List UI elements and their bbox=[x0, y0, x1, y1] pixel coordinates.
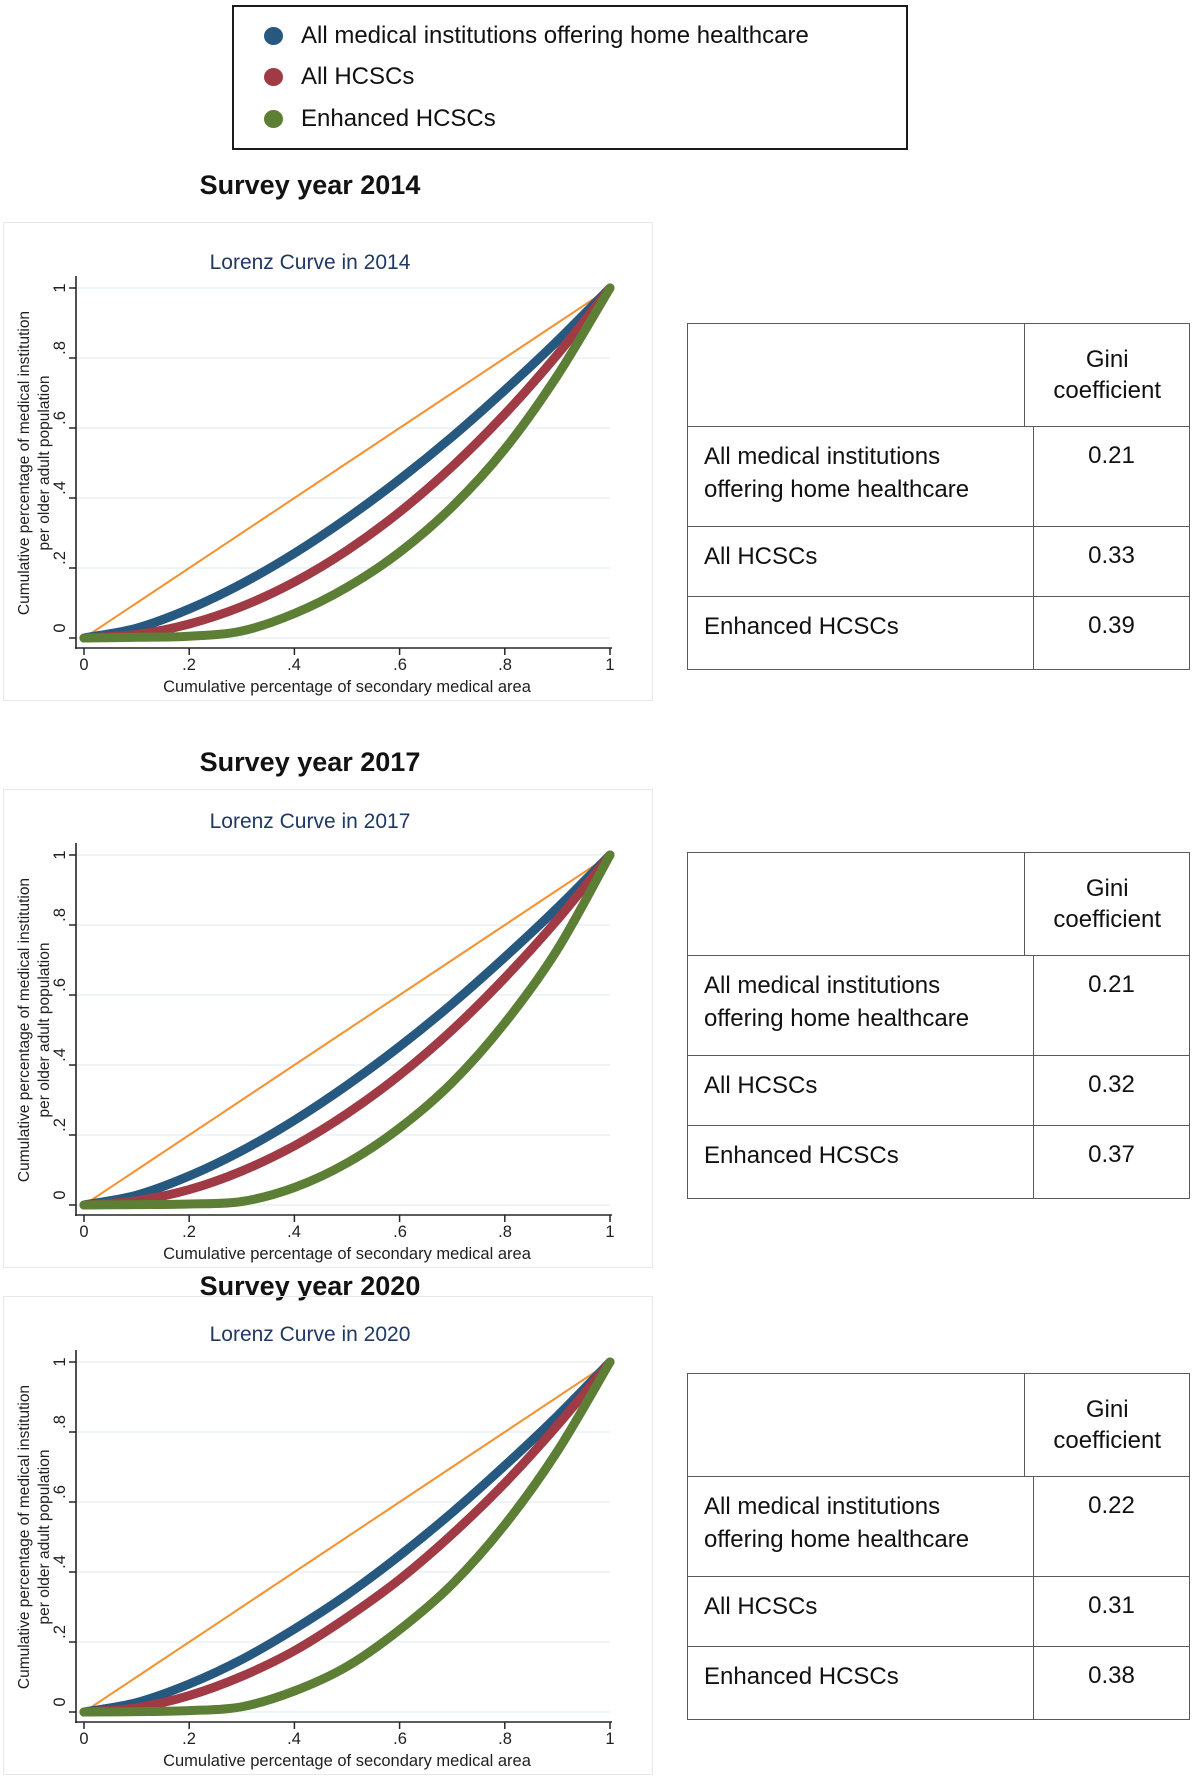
x-tick-label: .6 bbox=[393, 1730, 407, 1748]
gini-value: 0.31 bbox=[1088, 1592, 1135, 1619]
table-row: All medical institutions offering home h… bbox=[688, 1476, 1189, 1576]
x-axis-label: Cumulative percentage of secondary medic… bbox=[163, 678, 531, 696]
chart-frame bbox=[3, 1296, 653, 1775]
lorenz-curve-chart-2014 bbox=[69, 276, 615, 655]
section-title: Survey year 2014 bbox=[199, 170, 421, 200]
x-tick-label: 1 bbox=[605, 1223, 615, 1241]
green-dot-icon bbox=[264, 110, 283, 129]
x-tick-label: .8 bbox=[498, 1730, 512, 1748]
x-tick-label: .8 bbox=[498, 656, 512, 674]
y-axis-label-line2: per older adult population bbox=[35, 942, 53, 1118]
x-tick-label: .2 bbox=[182, 1730, 196, 1748]
empty-header-cell bbox=[688, 853, 1026, 955]
chart-subtitle: Lorenz Curve in 2020 bbox=[209, 1323, 411, 1346]
x-axis-ticks: 0 .2 .4 .6 .8 1 bbox=[79, 1730, 614, 1750]
empty-header-cell bbox=[688, 1374, 1026, 1476]
y-axis-label-line1: Cumulative percentage of medical institu… bbox=[16, 1384, 33, 1690]
y-axis-label: Cumulative percentage of medical institu… bbox=[15, 253, 55, 673]
legend-label: All medical institutions offering home h… bbox=[301, 21, 809, 49]
red-dot-icon bbox=[264, 68, 283, 87]
table-header-row: Gini coefficient bbox=[688, 853, 1189, 955]
x-axis-label: Cumulative percentage of secondary medic… bbox=[163, 1245, 531, 1263]
row-label: All medical institutions offering home h… bbox=[688, 427, 1034, 526]
gini-value: 0.37 bbox=[1088, 1141, 1135, 1168]
row-label: Enhanced HCSCs bbox=[688, 1647, 1034, 1719]
gini-table-2014: Gini coefficient All medical institution… bbox=[687, 323, 1190, 670]
table-row: Enhanced HCSCs 0.37 bbox=[688, 1125, 1189, 1198]
gini-value: 0.32 bbox=[1088, 1071, 1135, 1098]
table-row: Enhanced HCSCs 0.39 bbox=[688, 596, 1189, 669]
x-tick-label: .6 bbox=[393, 1223, 407, 1241]
y-axis-label-line2: per older adult population bbox=[35, 1449, 53, 1625]
gini-value: 0.21 bbox=[1088, 971, 1135, 998]
row-label: All medical institutions offering home h… bbox=[688, 1477, 1034, 1576]
table-row: All medical institutions offering home h… bbox=[688, 426, 1189, 526]
gini-value: 0.38 bbox=[1088, 1662, 1135, 1689]
table-row: All HCSCs 0.33 bbox=[688, 526, 1189, 596]
legend-label: Enhanced HCSCs bbox=[301, 105, 496, 133]
legend-item-all-medical-institutions: All medical institutions offering home h… bbox=[264, 22, 906, 50]
legend-item-enhanced-hcscs: Enhanced HCSCs bbox=[264, 105, 906, 133]
gini-value: 0.22 bbox=[1088, 1492, 1135, 1519]
gini-value: 0.33 bbox=[1088, 542, 1135, 569]
chart-frame bbox=[3, 222, 653, 701]
row-label: Enhanced HCSCs bbox=[688, 1126, 1034, 1198]
chart-subtitle: Lorenz Curve in 2014 bbox=[209, 251, 411, 274]
table-row: All medical institutions offering home h… bbox=[688, 955, 1189, 1055]
gini-table-2020: Gini coefficient All medical institution… bbox=[687, 1373, 1190, 1720]
y-axis-label-line1: Cumulative percentage of medical institu… bbox=[16, 310, 33, 616]
legend-item-all-hcscs: All HCSCs bbox=[264, 63, 906, 91]
table-row: All HCSCs 0.32 bbox=[688, 1055, 1189, 1125]
x-axis-ticks: 0 .2 .4 .6 .8 1 bbox=[79, 656, 614, 676]
x-tick-label: .6 bbox=[393, 656, 407, 674]
gini-value: 0.21 bbox=[1088, 442, 1135, 469]
gini-header-cell: Gini coefficient bbox=[1053, 1396, 1161, 1454]
chart-subtitle: Lorenz Curve in 2017 bbox=[209, 810, 411, 833]
row-label: All HCSCs bbox=[688, 1056, 1034, 1125]
lorenz-curve-chart-2020 bbox=[69, 1350, 615, 1729]
table-row: All HCSCs 0.31 bbox=[688, 1576, 1189, 1646]
table-row: Enhanced HCSCs 0.38 bbox=[688, 1646, 1189, 1719]
gini-value: 0.39 bbox=[1088, 612, 1135, 639]
gini-table-2017: Gini coefficient All medical institution… bbox=[687, 852, 1190, 1199]
x-tick-label: .4 bbox=[287, 1730, 301, 1748]
gini-header-cell: Gini coefficient bbox=[1053, 346, 1161, 404]
table-header-row: Gini coefficient bbox=[688, 324, 1189, 426]
row-label: All medical institutions offering home h… bbox=[688, 956, 1034, 1055]
y-axis-label: Cumulative percentage of medical institu… bbox=[15, 1327, 55, 1747]
empty-header-cell bbox=[688, 324, 1026, 426]
x-tick-label: .4 bbox=[287, 1223, 301, 1241]
legend-label: All HCSCs bbox=[301, 63, 415, 91]
x-tick-label: .2 bbox=[182, 656, 196, 674]
row-label: Enhanced HCSCs bbox=[688, 597, 1034, 669]
y-axis-label: Cumulative percentage of medical institu… bbox=[15, 820, 55, 1240]
x-tick-label: 0 bbox=[79, 1730, 89, 1748]
table-header-row: Gini coefficient bbox=[688, 1374, 1189, 1476]
x-axis-label: Cumulative percentage of secondary medic… bbox=[163, 1752, 531, 1770]
row-label: All HCSCs bbox=[688, 527, 1034, 596]
lorenz-curve-chart-2017 bbox=[69, 843, 615, 1222]
section-title: Survey year 2017 bbox=[199, 747, 421, 777]
x-tick-label: .4 bbox=[287, 656, 301, 674]
x-tick-label: 0 bbox=[79, 656, 89, 674]
y-axis-label-line1: Cumulative percentage of medical institu… bbox=[16, 877, 33, 1183]
row-label: All HCSCs bbox=[688, 1577, 1034, 1646]
x-tick-label: 1 bbox=[605, 656, 615, 674]
gini-header-cell: Gini coefficient bbox=[1053, 875, 1161, 933]
x-tick-label: 0 bbox=[79, 1223, 89, 1241]
x-tick-label: 1 bbox=[605, 1730, 615, 1748]
figure-legend: All medical institutions offering home h… bbox=[232, 5, 908, 150]
x-tick-label: .8 bbox=[498, 1223, 512, 1241]
chart-frame bbox=[3, 789, 653, 1268]
x-tick-label: .2 bbox=[182, 1223, 196, 1241]
x-axis-ticks: 0 .2 .4 .6 .8 1 bbox=[79, 1223, 614, 1243]
blue-dot-icon bbox=[264, 26, 283, 45]
y-axis-label-line2: per older adult population bbox=[35, 375, 53, 551]
